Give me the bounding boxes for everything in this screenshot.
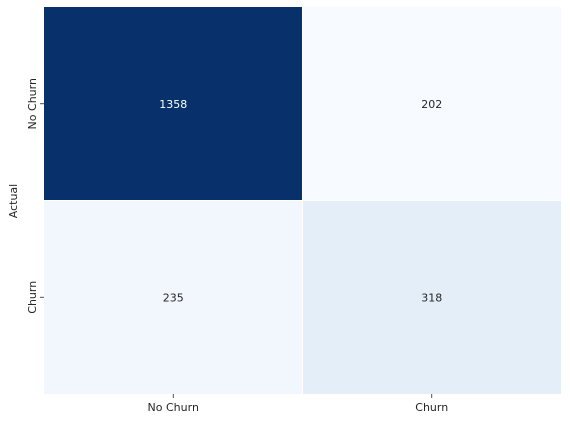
heatmap-cells: 1358 202 235 318 xyxy=(44,7,561,394)
axis-ticks xyxy=(40,103,433,398)
heatmap-cell-r0-c0 xyxy=(44,7,303,201)
heatmap-cell-r1-c1 xyxy=(302,200,561,394)
cell-value-label-r1-c1: 318 xyxy=(421,291,442,304)
y-axis-label: Actual xyxy=(7,184,20,218)
x-tick-label-1: Churn xyxy=(415,401,448,414)
cell-value-label-r1-c0: 235 xyxy=(163,291,184,304)
heatmap-cell-r1-c0 xyxy=(44,200,303,394)
y-tick-label-1: Churn xyxy=(26,281,39,314)
heatmap-cell-r0-c1 xyxy=(302,7,561,201)
x-tick-label-0: No Churn xyxy=(148,401,199,414)
cell-value-label-r0-c0: 1358 xyxy=(159,98,187,111)
y-tick-label-0: No Churn xyxy=(26,78,39,129)
cell-value-label-r0-c1: 202 xyxy=(421,98,442,111)
axis-labels: No Churn Churn No Churn Churn xyxy=(26,78,448,414)
